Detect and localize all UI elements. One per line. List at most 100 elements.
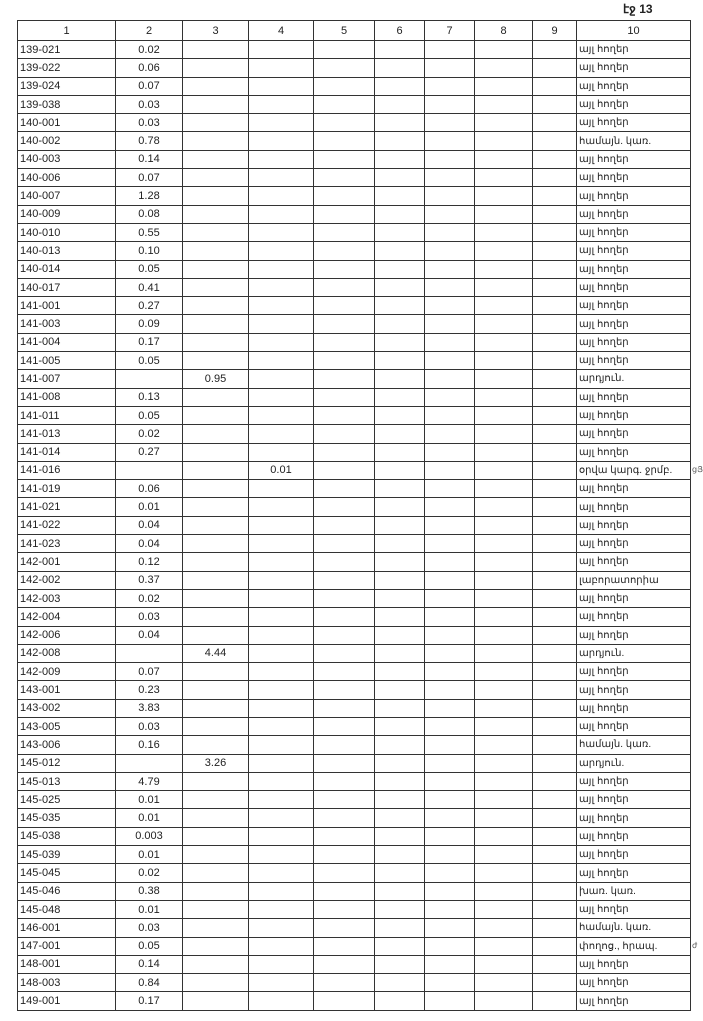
value-cell	[313, 716, 375, 737]
parcel-id-cell: 142-008	[17, 643, 116, 664]
value-cell	[424, 899, 475, 920]
value-cell	[532, 369, 577, 389]
table-row: 141-016 0.01 օրվա կարգ. ջրմբ.	[17, 460, 691, 481]
table-row: 140-010 0.55 այլ հողեր	[17, 222, 691, 243]
parcel-id-cell: 141-019	[17, 479, 116, 499]
value-cell	[182, 39, 249, 60]
value-cell	[313, 332, 375, 353]
value-cell	[532, 76, 577, 96]
table-row: 146-001 0.03 համայն. կառ.	[17, 918, 691, 938]
parcel-id-cell: 142-001	[17, 552, 116, 572]
parcel-id-cell: 146-001	[17, 918, 116, 938]
table-row: 142-009 0.07 այլ հողեր	[17, 662, 691, 682]
value-cell: 0.01	[115, 845, 183, 865]
value-cell	[424, 991, 475, 1011]
value-cell	[532, 954, 577, 975]
value-cell	[248, 259, 314, 279]
value-cell	[424, 534, 475, 554]
table-row: 140-014 0.05 այլ հողեր	[17, 259, 691, 279]
value-cell	[474, 698, 533, 718]
land-type-cell: այլ հողեր	[576, 552, 691, 572]
value-cell	[474, 680, 533, 700]
value-cell: 0.02	[115, 424, 183, 444]
land-type-cell: այլ հողեր	[576, 186, 691, 206]
value-cell	[182, 570, 249, 590]
value-cell	[424, 607, 475, 627]
value-cell: 0.06	[115, 58, 183, 78]
value-cell	[374, 771, 425, 792]
value-cell	[474, 515, 533, 536]
value-cell	[248, 991, 314, 1011]
value-cell	[248, 186, 314, 206]
parcel-id-cell: 141-011	[17, 405, 116, 426]
value-cell	[248, 241, 314, 261]
value-cell	[474, 954, 533, 975]
value-cell	[182, 131, 249, 151]
value-cell	[313, 168, 375, 188]
land-type-cell: արդյուն.	[576, 753, 691, 773]
value-cell	[374, 826, 425, 847]
value-cell	[424, 460, 475, 481]
value-cell	[182, 735, 249, 755]
value-cell	[374, 662, 425, 682]
value-cell	[532, 899, 577, 920]
value-cell	[182, 973, 249, 993]
parcel-id-cell: 140-001	[17, 113, 116, 133]
value-cell	[182, 479, 249, 499]
value-cell: 0.03	[115, 918, 183, 938]
value-cell	[313, 113, 375, 133]
table-row: 145-012 3.26 արդյուն.	[17, 753, 691, 773]
parcel-id-cell: 142-006	[17, 625, 116, 645]
parcel-id-cell: 141-014	[17, 442, 116, 462]
value-cell	[424, 296, 475, 316]
table-row: 145-013 4.79 այլ հողեր	[17, 771, 691, 792]
parcel-id-cell: 145-039	[17, 845, 116, 865]
value-cell: 0.02	[115, 588, 183, 609]
value-cell	[424, 186, 475, 206]
value-cell	[474, 332, 533, 353]
value-cell	[532, 204, 577, 224]
value-cell	[474, 716, 533, 737]
value-cell	[424, 918, 475, 938]
parcel-id-cell: 145-046	[17, 881, 116, 901]
parcel-id-cell: 143-001	[17, 680, 116, 700]
value-cell	[313, 936, 375, 956]
value-cell	[532, 296, 577, 316]
value-cell	[374, 314, 425, 334]
value-cell	[374, 222, 425, 243]
value-cell	[248, 698, 314, 718]
value-cell	[532, 241, 577, 261]
value-cell	[182, 808, 249, 828]
value-cell	[532, 259, 577, 279]
value-cell	[424, 424, 475, 444]
value-cell	[424, 643, 475, 664]
value-cell	[424, 39, 475, 60]
parcel-id-cell: 140-010	[17, 222, 116, 243]
value-cell	[313, 607, 375, 627]
value-cell	[313, 845, 375, 865]
value-cell	[474, 241, 533, 261]
value-cell	[248, 405, 314, 426]
value-cell: 0.05	[115, 351, 183, 371]
land-type-cell: այլ հողեր	[576, 607, 691, 627]
value-cell: 0.07	[115, 662, 183, 682]
value-cell	[374, 808, 425, 828]
value-cell	[248, 277, 314, 298]
value-cell	[374, 113, 425, 133]
value-cell	[182, 94, 249, 115]
value-cell	[424, 131, 475, 151]
land-type-cell: այլ հողեր	[576, 534, 691, 554]
value-cell	[374, 936, 425, 956]
value-cell	[532, 405, 577, 426]
table-row: 141-001 0.27 այլ հողեր	[17, 296, 691, 316]
land-type-cell: այլ հողեր	[576, 387, 691, 407]
value-cell	[532, 149, 577, 170]
value-cell	[374, 369, 425, 389]
land-type-cell: համայն. կառ.	[576, 918, 691, 938]
value-cell: 0.07	[115, 168, 183, 188]
value-cell	[374, 845, 425, 865]
value-cell	[424, 332, 475, 353]
value-cell	[182, 790, 249, 810]
column-header: 8	[474, 20, 533, 41]
land-type-cell: այլ հողեր	[576, 845, 691, 865]
